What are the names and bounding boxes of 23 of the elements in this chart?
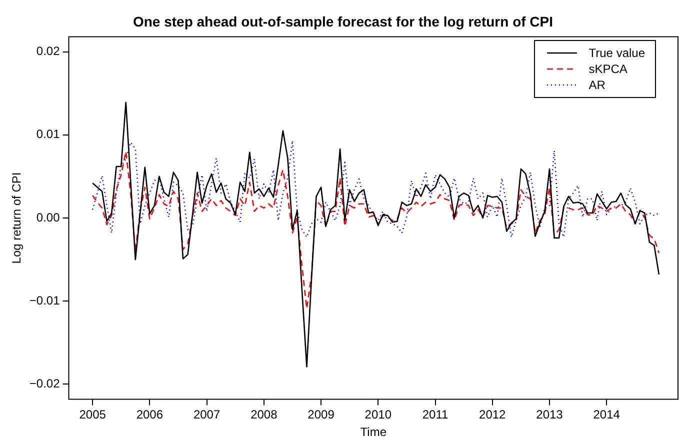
x-tick-label: 2008: [250, 408, 278, 422]
y-axis-title: Log return of CPI: [10, 172, 24, 264]
x-tick-label: 2012: [479, 408, 506, 422]
line-series: [92, 150, 660, 310]
x-tick-label: 2007: [193, 408, 220, 422]
x-tick-label: 2010: [364, 408, 392, 422]
y-tick-label: −0.01: [29, 293, 60, 308]
line-series: [92, 140, 660, 238]
y-tick-label: 0.02: [36, 44, 60, 58]
x-tick-label: 2013: [536, 408, 564, 422]
legend-label: sKPCA: [588, 62, 628, 76]
x-tick-label: 2014: [593, 408, 620, 422]
x-axis-title: Time: [360, 425, 387, 440]
legend-label: True value: [588, 46, 645, 60]
y-tick-label: 0.01: [36, 127, 60, 142]
chart-title: One step ahead out-of-sample forecast for the log return of CPI: [132, 13, 554, 30]
legend-label: AR: [588, 78, 606, 92]
y-tick-label: 0.00: [36, 210, 60, 224]
x-tick-label: 2006: [136, 408, 164, 422]
y-tick-label: −0.02: [29, 376, 60, 391]
x-tick-label: 2011: [422, 408, 448, 422]
x-tick-label: 2005: [79, 408, 106, 422]
x-tick-label: 2009: [308, 408, 335, 422]
